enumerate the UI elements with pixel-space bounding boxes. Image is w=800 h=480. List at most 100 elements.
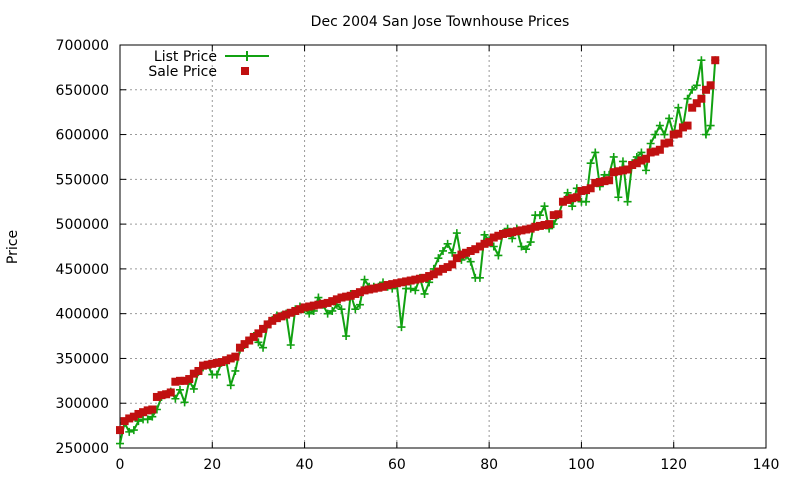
sale-price-point xyxy=(323,298,332,307)
list-price-point xyxy=(655,121,664,130)
y-tick-label: 500000 xyxy=(56,217,109,233)
y-tick-label: 250000 xyxy=(56,441,109,457)
sale-price-point xyxy=(609,168,618,177)
sale-price-point xyxy=(554,210,563,219)
sale-price-point xyxy=(185,375,194,384)
list-price-point xyxy=(411,286,420,295)
sale-price-series xyxy=(116,56,720,435)
list-price-point xyxy=(660,130,669,139)
sale-price-point xyxy=(535,221,544,230)
list-price-point xyxy=(189,384,198,393)
sale-price-point xyxy=(277,312,286,321)
list-price-point xyxy=(637,148,646,157)
sale-price-point xyxy=(494,231,503,240)
sale-price-point xyxy=(245,336,254,345)
sale-price-point xyxy=(162,390,171,399)
list-price-point xyxy=(259,343,268,352)
sale-price-point xyxy=(125,414,134,423)
sale-price-point xyxy=(240,340,249,349)
list-price-point xyxy=(697,56,706,65)
sale-price-point xyxy=(420,273,429,282)
sale-price-point xyxy=(139,408,148,417)
list-price-point xyxy=(337,305,346,314)
list-price-point xyxy=(134,417,143,426)
list-price-point xyxy=(171,394,180,403)
sale-price-point xyxy=(397,278,406,287)
sale-price-point xyxy=(614,167,623,176)
sale-price-point xyxy=(434,267,443,276)
list-price-point xyxy=(129,426,138,435)
sale-price-point xyxy=(203,360,212,369)
list-price-point xyxy=(180,398,189,407)
sale-price-point xyxy=(332,295,341,304)
sale-price-point xyxy=(512,227,521,236)
list-price-point xyxy=(439,246,447,255)
sale-price-point xyxy=(286,308,295,317)
list-price-point xyxy=(526,238,535,247)
sale-price-point xyxy=(540,221,549,230)
sale-price-point xyxy=(309,301,318,310)
list-price-point xyxy=(568,202,577,211)
sale-price-point xyxy=(314,300,323,309)
sale-price-point xyxy=(129,412,138,421)
sale-price-point xyxy=(116,426,124,435)
list-price-point xyxy=(466,257,475,266)
list-price-point xyxy=(212,370,221,379)
sale-price-point xyxy=(120,417,129,426)
sale-price-point xyxy=(697,94,706,103)
legend: List Price Sale Price xyxy=(148,49,269,80)
sale-price-point xyxy=(388,280,397,289)
sale-price-point xyxy=(655,145,664,154)
list-price-point xyxy=(665,114,674,123)
sale-price-point xyxy=(503,229,512,238)
list-price-point xyxy=(540,202,549,211)
list-price-point xyxy=(360,275,369,284)
y-axis-label: Price xyxy=(5,230,21,264)
list-price-point xyxy=(323,309,332,318)
legend-marker-list-price xyxy=(242,51,252,61)
sale-price-point xyxy=(531,222,540,231)
y-tick-label: 300000 xyxy=(56,396,109,412)
sale-price-point xyxy=(485,238,494,247)
list-price-point xyxy=(351,305,360,314)
x-tick-label: 0 xyxy=(116,457,125,473)
sale-price-point xyxy=(406,276,415,285)
list-price-point xyxy=(591,148,600,157)
sale-price-point xyxy=(568,194,577,203)
sale-price-point xyxy=(618,166,627,175)
list-price-point xyxy=(692,81,701,90)
sale-price-point xyxy=(175,376,184,385)
list-price-point xyxy=(642,166,651,175)
sale-price-point xyxy=(222,356,231,365)
sale-price-point xyxy=(522,225,531,234)
sale-price-point xyxy=(457,250,466,259)
sale-price-point xyxy=(263,320,272,329)
sale-price-point xyxy=(180,376,189,385)
sale-price-point xyxy=(189,369,198,378)
list-price-point xyxy=(706,121,715,130)
sale-price-point xyxy=(586,184,595,193)
y-tick-label: 350000 xyxy=(56,351,109,367)
axis-ticks: 0 20 40 60 80 100 120 140 250000 300000 350000 4000… xyxy=(56,38,780,473)
list-price-point xyxy=(226,381,235,390)
list-price-point xyxy=(434,254,443,263)
list-price-point xyxy=(609,152,618,161)
sale-price-point xyxy=(346,291,355,300)
sale-price-point xyxy=(383,281,392,290)
list-price-point xyxy=(522,245,531,254)
list-price-point xyxy=(397,323,406,332)
sale-price-point xyxy=(337,293,346,302)
plot-frame xyxy=(119,44,767,449)
sale-price-point xyxy=(365,285,374,294)
sale-price-point xyxy=(282,310,291,319)
sale-price-point xyxy=(254,329,263,338)
sale-price-point xyxy=(439,264,447,273)
sale-price-point xyxy=(688,103,697,112)
sale-price-point xyxy=(683,121,692,130)
list-price-point xyxy=(125,427,134,436)
sale-price-point xyxy=(212,358,221,367)
sale-price-point xyxy=(692,99,701,108)
x-tick-label: 80 xyxy=(480,457,498,473)
sale-price-point xyxy=(711,56,720,65)
